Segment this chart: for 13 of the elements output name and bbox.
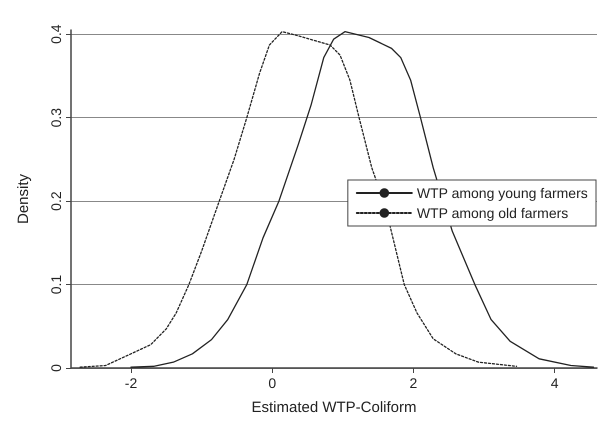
y-tick-label: 0 [48, 364, 64, 372]
y-tick-label: 0.3 [48, 108, 64, 128]
legend-label: WTP among young farmers [416, 185, 588, 201]
y-tick-label: 0.4 [48, 24, 64, 44]
x-axis-title: Estimated WTP-Coliform [251, 399, 417, 416]
x-tick-label: 0 [268, 375, 276, 391]
y-tick-label: 0.2 [48, 191, 64, 211]
x-tick-label: 4 [550, 375, 559, 391]
y-axis-title: Density [15, 174, 32, 224]
y-tick-label: 0.1 [48, 274, 64, 294]
x-tick-label: -2 [124, 375, 138, 391]
x-tick-label: 2 [410, 375, 418, 391]
legend-label: WTP among old farmers [416, 205, 568, 221]
